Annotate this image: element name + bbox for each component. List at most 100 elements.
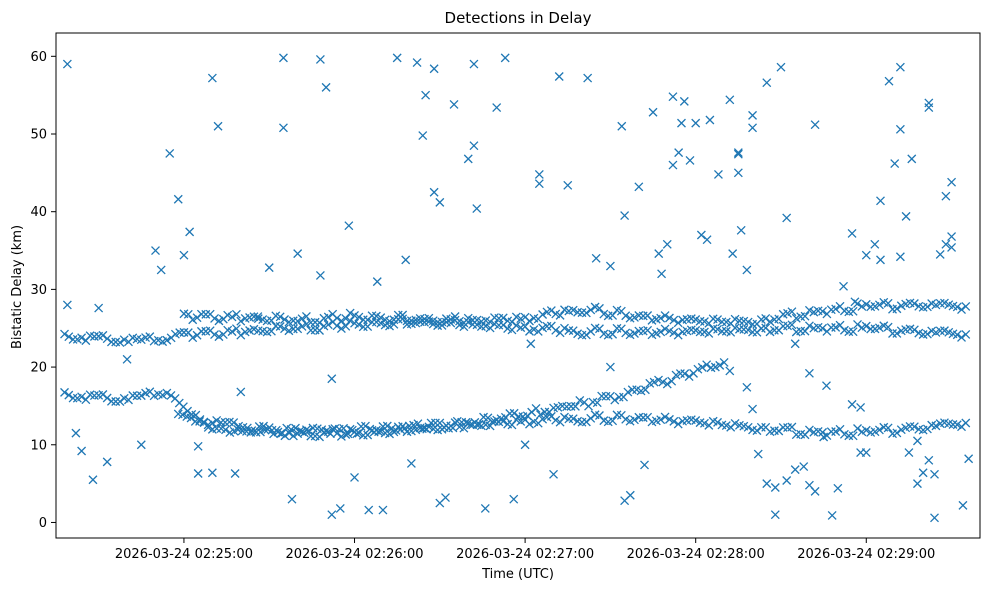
data-point: [336, 316, 346, 326]
data-point: [691, 416, 701, 425]
data-point: [702, 360, 712, 370]
data-point: [280, 315, 289, 324]
data-point: [827, 511, 837, 520]
data-point: [667, 376, 677, 386]
data-point: [608, 329, 618, 339]
data-point: [435, 197, 445, 207]
data-point: [705, 115, 715, 125]
data-point: [861, 299, 871, 309]
data-point: [831, 427, 841, 436]
data-point: [259, 421, 269, 431]
data-point: [770, 483, 780, 492]
x-axis: 2026-03-24 02:25:00 2026-03-24 02:26:00 20…: [115, 538, 935, 562]
data-point: [861, 250, 871, 260]
data-point: [540, 407, 550, 417]
data-point: [748, 404, 758, 414]
data-point: [895, 62, 905, 72]
data-point: [196, 326, 206, 336]
data-point: [68, 393, 78, 403]
data-point: [935, 249, 945, 259]
data-point: [844, 431, 854, 441]
data-point: [861, 321, 871, 331]
data-point: [669, 315, 679, 325]
data-point: [376, 313, 386, 323]
data-point: [71, 428, 81, 438]
data-point: [249, 312, 259, 322]
data-point: [166, 391, 176, 400]
data-point: [449, 100, 459, 109]
y-tick-label: 0: [39, 516, 47, 531]
data-point: [621, 328, 631, 338]
data-point: [941, 191, 951, 201]
data-point: [378, 505, 388, 515]
data-point: [850, 297, 860, 307]
data-point: [323, 427, 333, 437]
data-point: [280, 431, 290, 441]
data-point: [185, 227, 195, 237]
data-point: [656, 327, 666, 337]
data-point: [742, 382, 752, 392]
data-point: [207, 418, 217, 428]
data-point: [77, 446, 87, 456]
data-point: [321, 82, 331, 92]
data-point: [799, 462, 809, 471]
data-point: [782, 213, 792, 223]
data-point: [267, 425, 277, 435]
data-point: [437, 317, 447, 327]
data-point: [575, 395, 585, 405]
data-point: [673, 318, 683, 328]
data-point: [826, 323, 836, 333]
data-point: [424, 422, 434, 432]
data-point: [173, 194, 183, 204]
data-point: [60, 329, 69, 339]
data-point: [931, 421, 941, 431]
data-point: [231, 324, 241, 334]
data-point: [909, 299, 919, 308]
data-point: [874, 300, 884, 310]
data-point: [730, 418, 740, 428]
data-point: [884, 76, 894, 86]
data-point: [229, 418, 239, 428]
data-point: [594, 303, 604, 313]
data-point: [472, 204, 482, 214]
data-point: [743, 325, 753, 335]
data-point: [861, 448, 871, 457]
data-point: [463, 154, 473, 164]
data-point: [957, 332, 966, 342]
data-point: [890, 159, 900, 168]
data-point: [341, 321, 351, 331]
data-point: [291, 423, 300, 433]
data-point: [213, 121, 223, 131]
data-point: [922, 329, 932, 339]
data-point: [221, 425, 230, 435]
data-point: [685, 155, 695, 165]
data-point: [601, 391, 611, 401]
data-point: [563, 180, 573, 190]
data-point: [214, 332, 224, 342]
data-point: [592, 398, 602, 408]
data-point: [128, 391, 138, 400]
data-point: [392, 53, 402, 63]
data-point: [136, 440, 146, 450]
data-point: [673, 419, 683, 429]
data-point: [621, 311, 631, 321]
data-point: [874, 425, 884, 435]
data-point: [691, 118, 701, 128]
data-point: [924, 455, 934, 465]
data-point: [498, 313, 508, 323]
data-point: [591, 253, 601, 263]
data-point: [301, 425, 311, 435]
data-point: [617, 121, 627, 131]
data-point: [736, 225, 746, 235]
data-point: [188, 315, 198, 325]
data-point: [195, 415, 205, 424]
data-point: [848, 431, 858, 441]
data-point: [765, 317, 775, 327]
data-point: [892, 328, 902, 338]
data-point: [857, 301, 867, 311]
data-point: [372, 277, 382, 287]
data-point: [733, 149, 743, 159]
x-tick-label: 2026-03-24 02:29:00: [797, 547, 935, 562]
data-point: [358, 315, 368, 325]
data-point: [293, 316, 303, 326]
